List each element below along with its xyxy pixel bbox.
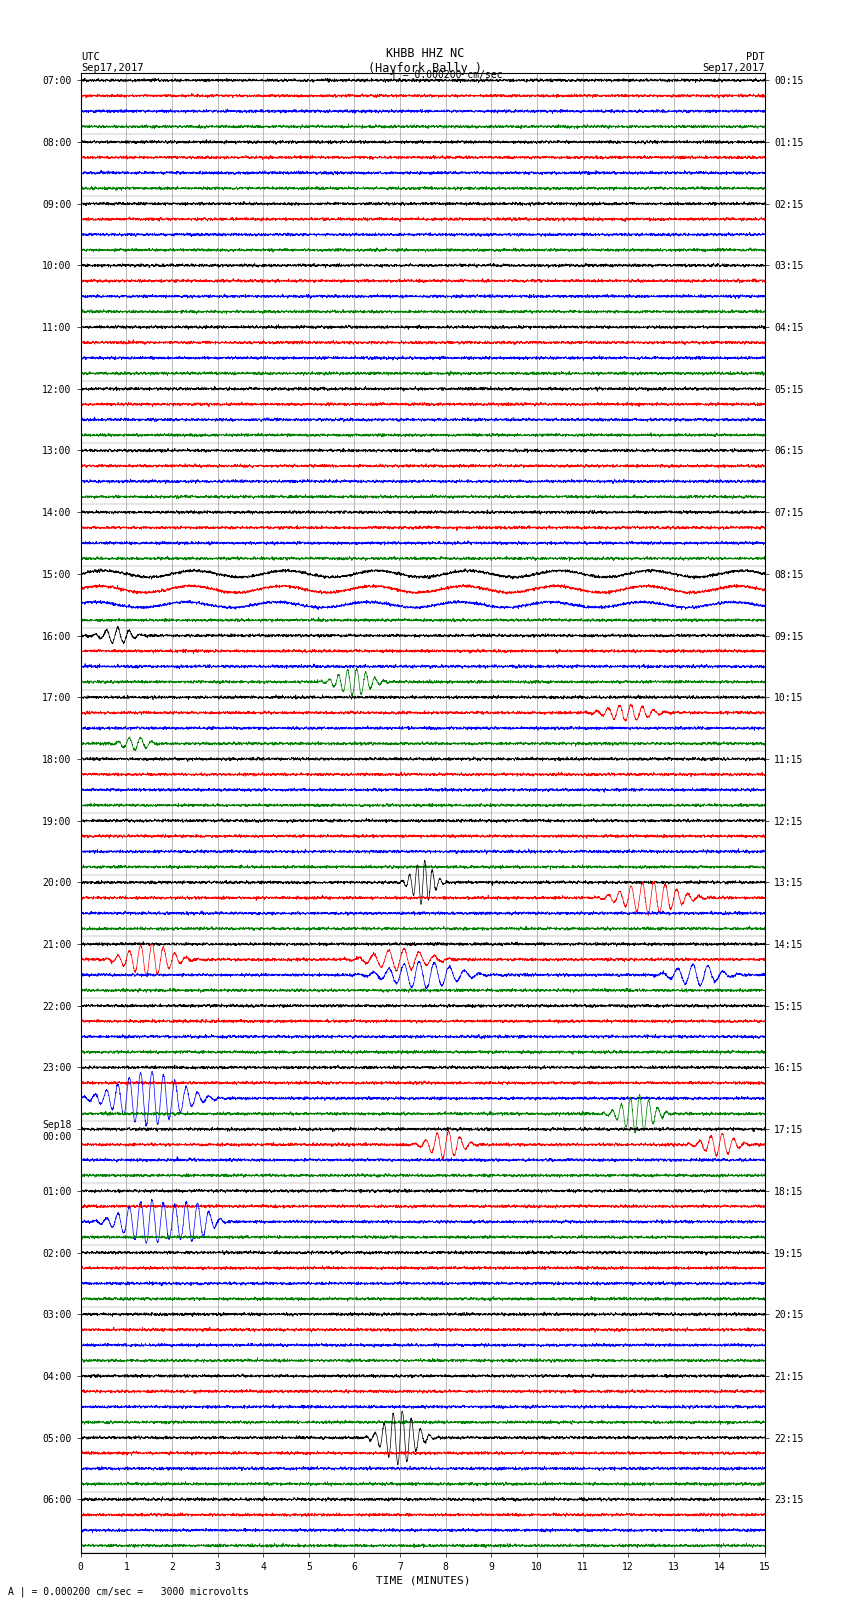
Text: | = 0.000200 cm/sec: | = 0.000200 cm/sec xyxy=(391,69,502,81)
Text: KHBB HHZ NC
(Hayfork Bally ): KHBB HHZ NC (Hayfork Bally ) xyxy=(368,47,482,74)
X-axis label: TIME (MINUTES): TIME (MINUTES) xyxy=(376,1576,470,1586)
Text: PDT
Sep17,2017: PDT Sep17,2017 xyxy=(702,52,765,73)
Text: A | = 0.000200 cm/sec =   3000 microvolts: A | = 0.000200 cm/sec = 3000 microvolts xyxy=(8,1586,249,1597)
Text: UTC
Sep17,2017: UTC Sep17,2017 xyxy=(81,52,144,73)
